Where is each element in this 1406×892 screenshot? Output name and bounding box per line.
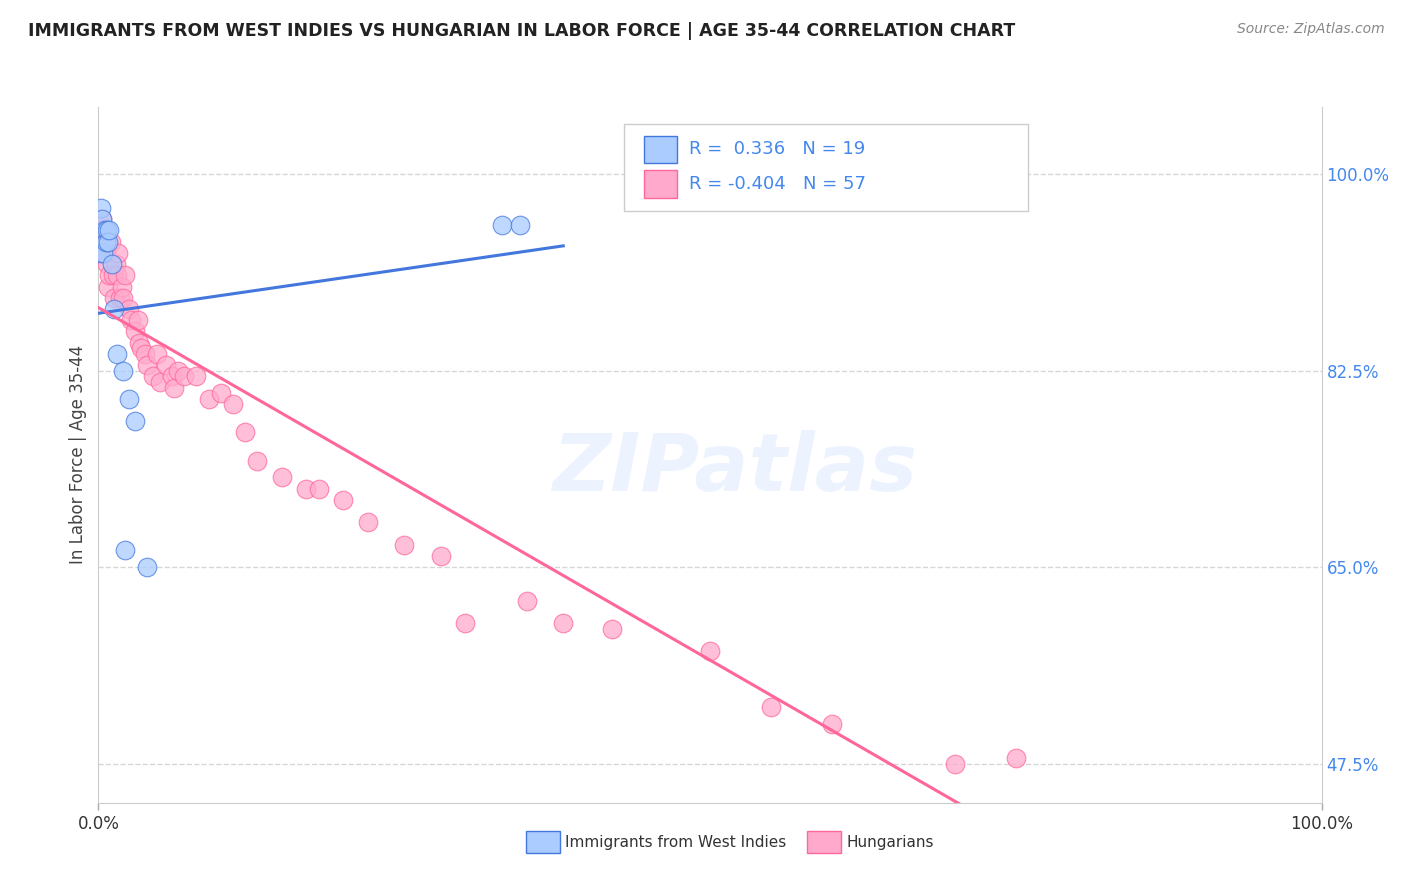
Point <box>93 223 115 237</box>
Point <box>392 538 416 552</box>
Point <box>97 235 120 249</box>
Point <box>356 515 378 529</box>
Point <box>295 482 318 496</box>
Text: Source: ZipAtlas.com: Source: ZipAtlas.com <box>1237 22 1385 37</box>
Point <box>91 223 114 237</box>
Point <box>118 301 141 316</box>
Point <box>155 358 177 372</box>
Point <box>129 341 152 355</box>
Point <box>332 492 354 507</box>
Point <box>89 246 111 260</box>
Point <box>308 482 330 496</box>
Point <box>98 223 121 237</box>
Point <box>101 257 124 271</box>
Point <box>515 594 537 608</box>
Point <box>101 268 124 283</box>
Point <box>167 364 190 378</box>
Point <box>761 700 783 714</box>
Point <box>94 235 117 249</box>
Point <box>1004 751 1026 765</box>
Text: Hungarians: Hungarians <box>846 835 934 849</box>
Point <box>93 246 115 260</box>
Text: R =  0.336   N = 19: R = 0.336 N = 19 <box>689 140 866 158</box>
Point <box>270 470 294 484</box>
Point <box>134 347 156 361</box>
Point <box>136 358 159 372</box>
Point <box>173 369 195 384</box>
Text: R = -0.404   N = 57: R = -0.404 N = 57 <box>689 175 866 193</box>
Point <box>491 218 513 232</box>
Point <box>100 235 122 249</box>
Point <box>821 717 844 731</box>
FancyBboxPatch shape <box>624 124 1028 211</box>
Point <box>91 212 114 227</box>
FancyBboxPatch shape <box>644 170 678 198</box>
FancyBboxPatch shape <box>644 136 678 163</box>
Point <box>160 369 183 384</box>
Point <box>91 212 114 227</box>
Point <box>1128 857 1150 871</box>
Text: IMMIGRANTS FROM WEST INDIES VS HUNGARIAN IN LABOR FORCE | AGE 35-44 CORRELATION : IMMIGRANTS FROM WEST INDIES VS HUNGARIAN… <box>28 22 1015 40</box>
Point <box>128 335 150 350</box>
Point <box>246 453 269 467</box>
Point <box>600 622 623 636</box>
Point <box>146 347 169 361</box>
Point <box>104 257 127 271</box>
Point <box>454 616 477 631</box>
Point <box>943 756 966 771</box>
Point <box>120 313 142 327</box>
Point <box>233 425 256 440</box>
Point <box>107 246 129 260</box>
Point <box>142 369 165 384</box>
Point <box>222 397 245 411</box>
Point <box>114 268 136 283</box>
Point <box>509 218 531 232</box>
Point <box>110 291 132 305</box>
Point <box>91 246 114 260</box>
Point <box>209 386 232 401</box>
Point <box>127 313 149 327</box>
Point <box>118 392 141 406</box>
Point <box>111 279 134 293</box>
Point <box>111 364 134 378</box>
Point <box>197 392 219 406</box>
Point <box>103 301 125 316</box>
Text: Immigrants from West Indies: Immigrants from West Indies <box>565 835 786 849</box>
Point <box>114 543 136 558</box>
Point <box>699 644 721 658</box>
Text: ZIPatlas: ZIPatlas <box>553 430 917 508</box>
Point <box>186 369 208 384</box>
Point <box>136 560 159 574</box>
Point <box>149 375 172 389</box>
Point <box>98 268 121 283</box>
Point <box>163 381 186 395</box>
Point <box>111 291 134 305</box>
Point <box>430 549 453 563</box>
Point <box>96 257 118 271</box>
Y-axis label: In Labor Force | Age 35-44: In Labor Force | Age 35-44 <box>69 345 87 565</box>
Point <box>90 201 112 215</box>
Point <box>97 279 120 293</box>
Point <box>105 268 128 283</box>
Point <box>124 414 146 428</box>
Point <box>553 616 575 631</box>
Point <box>124 325 146 339</box>
Point <box>103 291 125 305</box>
Point <box>1164 852 1187 866</box>
Point <box>96 223 118 237</box>
Point <box>94 246 117 260</box>
Point <box>105 347 128 361</box>
